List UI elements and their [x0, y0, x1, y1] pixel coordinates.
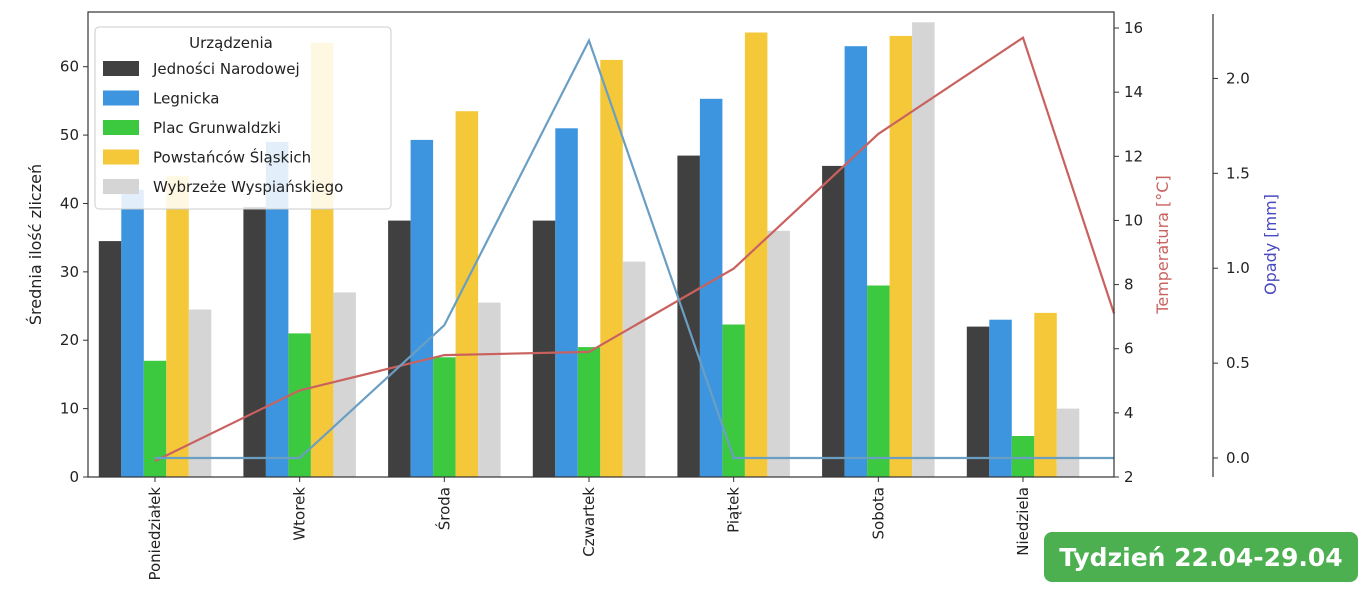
bar [410, 139, 434, 477]
legend-swatch [103, 149, 139, 165]
temperature-tick-label: 14 [1124, 83, 1143, 101]
legend-box [94, 26, 392, 210]
precipitation-tick-label: 1.5 [1226, 164, 1250, 182]
temperature-tick-label: 8 [1124, 276, 1134, 294]
bar [1056, 408, 1080, 477]
bar [600, 59, 623, 478]
legend: Urządzenia Jedności Narodowej Legnicka Plac… [94, 26, 392, 210]
precipitation-tick-label: 1.0 [1226, 259, 1250, 277]
temperature-tick-label: 10 [1124, 211, 1143, 229]
bar [288, 333, 311, 477]
legend-swatch [103, 61, 139, 76]
precipitation-line [155, 37, 1114, 460]
bar [577, 347, 601, 477]
bar [98, 241, 122, 477]
legend-label: Plac Grunwaldzki [153, 119, 281, 137]
bar [822, 165, 845, 477]
x-tick-label: Sobota [869, 487, 887, 539]
y-tick-label: 20 [60, 331, 79, 349]
legend-label: Powstańców Śląskich [153, 148, 311, 167]
week-badge: Tydzień 22.04-29.04 [1044, 532, 1358, 582]
legend-label: Legnicka [153, 90, 219, 108]
bar [622, 261, 646, 477]
legend-swatch [103, 120, 139, 135]
x-tick-label: Poniedziałek [146, 487, 164, 581]
bar [555, 128, 578, 478]
temperature-tick-label: 12 [1124, 147, 1143, 165]
bar [1034, 312, 1057, 477]
x-tick-label: Wtorek [291, 487, 309, 541]
y-tick-label: 50 [60, 126, 79, 144]
bar [767, 230, 790, 477]
precipitation-tick-label: 2.0 [1226, 69, 1250, 87]
y-tick-label: 40 [60, 194, 79, 212]
bar [532, 220, 556, 477]
legend-swatch [103, 90, 139, 106]
bar [265, 141, 289, 477]
x-tick-label: Niedziela [1014, 487, 1032, 556]
bars-layer [98, 22, 1080, 478]
bar [433, 357, 456, 477]
bar [121, 189, 144, 478]
bar [912, 22, 935, 478]
bar [844, 46, 868, 477]
y-tick-label: 10 [60, 400, 79, 418]
plot-frame [87, 11, 1115, 478]
bar [1011, 436, 1035, 477]
bar [677, 155, 700, 477]
y-axis-label: Średnia ilość zliczeń [26, 164, 45, 325]
bar [143, 360, 167, 478]
bar [989, 319, 1012, 477]
bar [744, 32, 768, 477]
lines-layer [154, 35, 1116, 462]
bar [889, 35, 913, 478]
bar [478, 302, 501, 477]
y-tick-label: 30 [60, 263, 79, 281]
temperature-tick-label: 2 [1124, 468, 1134, 486]
legend-label: Jedności Narodowej [152, 60, 300, 78]
bar [188, 309, 212, 477]
axes-layer: 0 10 20 30 40 50 60 Średnia ilość zliczeń Ponied… [26, 11, 1280, 581]
bar [388, 220, 411, 477]
bar [722, 324, 745, 477]
temperature-tick-label: 4 [1124, 404, 1134, 422]
bar [333, 292, 356, 477]
precipitation-axis-label: Opady [mm] [1261, 194, 1280, 295]
temperature-tick-label: 16 [1124, 19, 1143, 37]
bar [455, 111, 479, 477]
x-tick-label: Środa [434, 487, 453, 530]
temperature-axis-label: Temperatura [°C] [1153, 175, 1172, 314]
x-tick-label: Czwartek [580, 487, 598, 557]
bar [699, 98, 723, 478]
temperature-line [154, 35, 1116, 462]
precipitation-tick-label: 0.5 [1226, 354, 1250, 372]
precipitation-tick-label: 0.0 [1226, 449, 1250, 467]
y-tick-label: 0 [69, 468, 79, 486]
legend-title: Urządzenia [189, 34, 273, 52]
bar [966, 326, 990, 477]
bar [166, 176, 189, 477]
y-tick-label: 60 [60, 58, 79, 76]
legend-swatch [103, 179, 139, 194]
legend-label: Wybrzeże Wyspiańskiego [153, 178, 343, 196]
temperature-tick-label: 6 [1124, 340, 1134, 358]
bar [867, 285, 890, 477]
bar [243, 206, 266, 477]
x-tick-label: Piątek [725, 487, 743, 533]
